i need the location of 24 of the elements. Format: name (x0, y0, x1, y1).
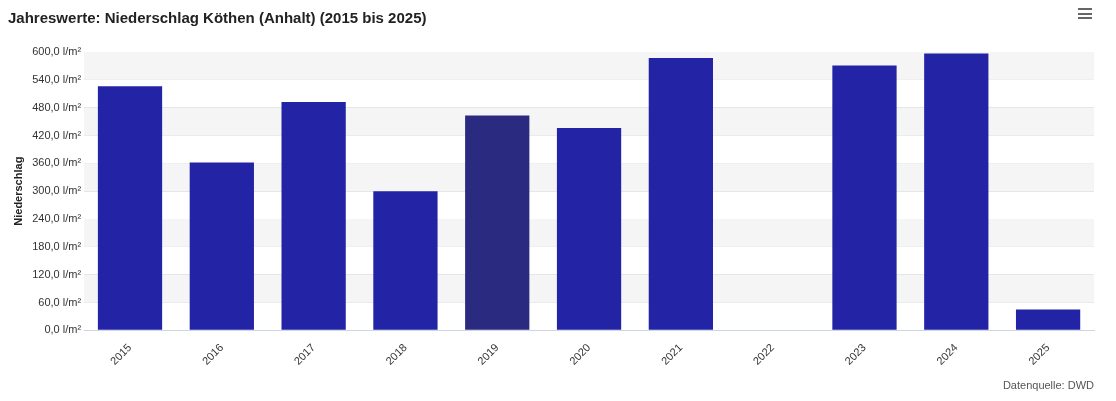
bar (648, 58, 713, 330)
y-tick-label: 240,0 l/m² (32, 212, 82, 225)
bar (97, 86, 163, 330)
y-axis-title: Niederschlag (11, 156, 24, 226)
y-tick-label: 0,0 l/m² (44, 323, 82, 336)
y-tick-label: 300,0 l/m² (32, 184, 82, 197)
bar (189, 162, 254, 330)
y-tick-label: 540,0 l/m² (32, 72, 82, 85)
y-tick-label: 480,0 l/m² (32, 100, 82, 113)
y-tick-label: 120,0 l/m² (32, 267, 82, 280)
text: Datenquelle: DWD (1002, 378, 1095, 391)
y-tick-label: 360,0 l/m² (32, 156, 82, 169)
y-tick-label: 600,0 l/m² (32, 45, 82, 58)
bar (556, 128, 622, 330)
bar (465, 115, 530, 330)
y-tick-label: 180,0 l/m² (32, 239, 82, 252)
bar (832, 65, 897, 330)
y-tick-label: 60,0 l/m² (38, 295, 82, 308)
chart-title: Jahreswerte: Niederschlag Köthen (Anhalt) (2015 bis 2025) (8, 9, 427, 27)
bar (924, 53, 989, 330)
bar (1015, 309, 1081, 330)
bar (281, 102, 346, 330)
y-tick-label: 420,0 l/m² (32, 128, 82, 141)
bar (373, 191, 438, 330)
